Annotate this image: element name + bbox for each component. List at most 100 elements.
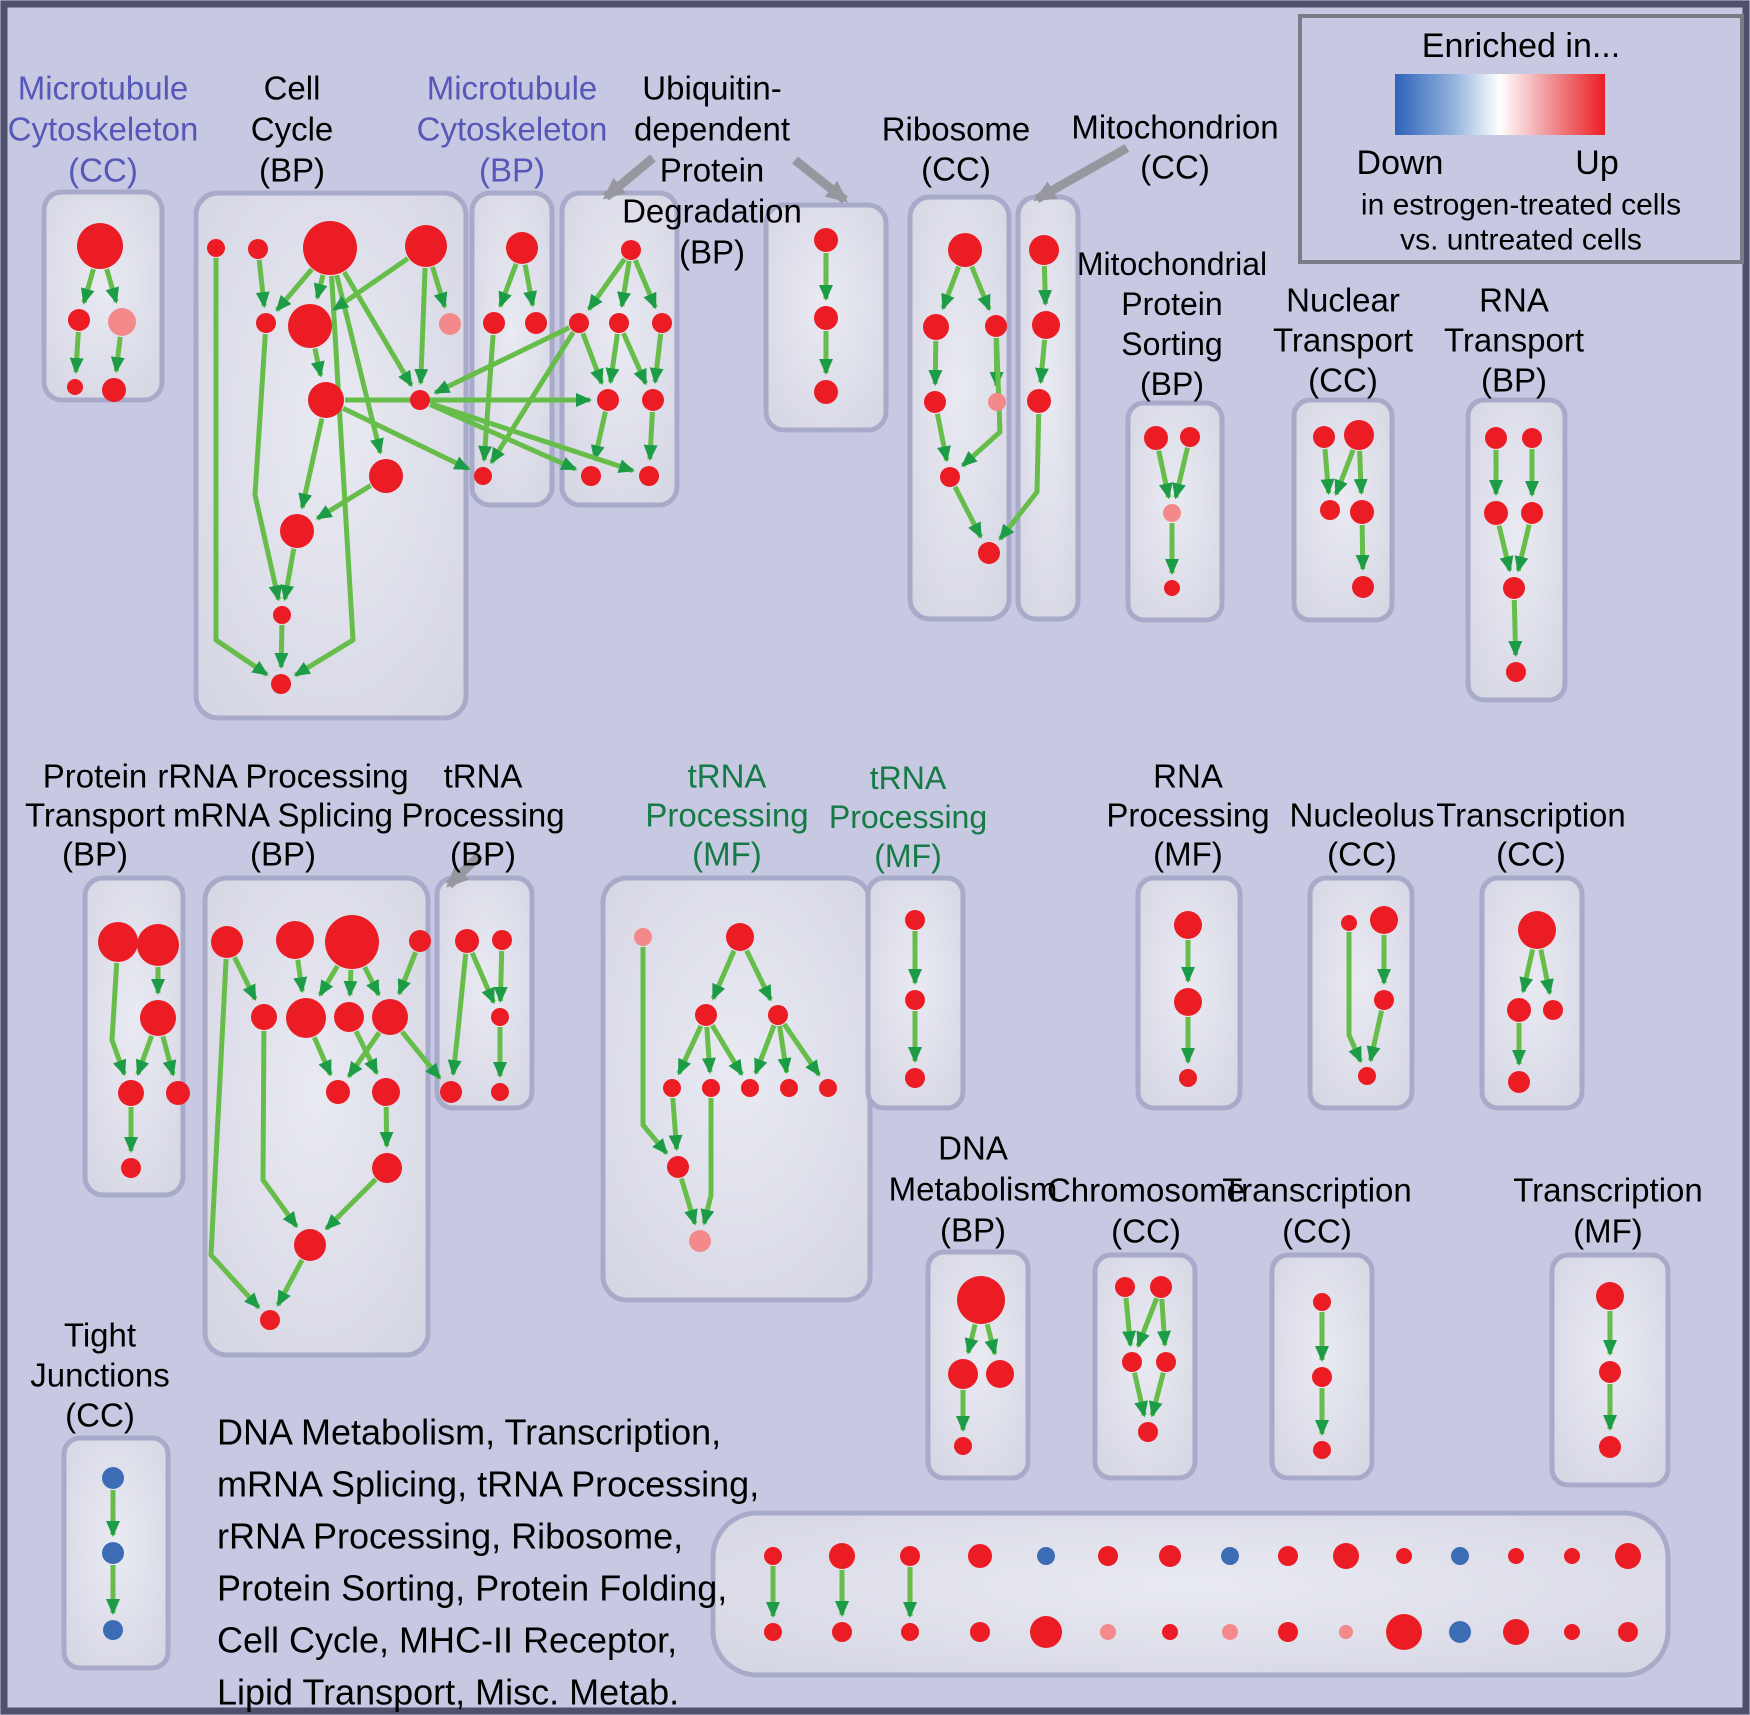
enrichment-edge: [1353, 450, 1368, 495]
enrichment-edge: [135, 1035, 154, 1077]
footnote-text: DNA Metabolism, Transcription, mRNA Splic…: [217, 1412, 759, 1713]
enrichment-edge: [1172, 447, 1190, 500]
go-node-tc1: [1518, 911, 1556, 949]
go-node-bb1: [832, 1622, 852, 1642]
svg-text:(BP): (BP): [940, 1212, 1006, 1249]
label-pointer-arrow: [1033, 144, 1130, 203]
enrichment-edge: [710, 949, 737, 1001]
cluster-label-18: Chromosome (CC): [1047, 1172, 1245, 1250]
enrichment-edge: [317, 964, 340, 997]
go-node-g1: [634, 928, 652, 946]
svg-text:Mitochondrial: Mitochondrial: [1077, 246, 1267, 282]
go-node-bb9: [1339, 1625, 1353, 1639]
go-node-mp1: [1144, 426, 1168, 450]
go-node-r4: [409, 930, 431, 952]
svg-text:rRNA Processing: rRNA Processing: [157, 758, 408, 795]
go-node-nt2: [1344, 420, 1374, 450]
cluster-box-misc-metabolism-panel: [710, 1510, 1671, 1678]
svg-text:Transcription: Transcription: [1436, 797, 1626, 834]
svg-text:(CC): (CC): [921, 151, 991, 188]
cluster-label-20: Transcription (MF): [1513, 1172, 1703, 1250]
go-node-g2: [726, 923, 754, 951]
go-node-p6: [121, 1158, 141, 1178]
svg-text:Mitochondrion: Mitochondrion: [1071, 109, 1278, 146]
svg-text:Degradation: Degradation: [622, 193, 802, 230]
cluster-label-4: Ribosome(CC): [882, 111, 1031, 188]
go-node-bb6: [1162, 1624, 1178, 1640]
enrichment-edge: [1514, 524, 1532, 573]
svg-text:DNA: DNA: [938, 1130, 1008, 1167]
enrichment-edge: [668, 1097, 683, 1152]
go-node-t5: [491, 1083, 509, 1101]
go-node-bb7: [1222, 1624, 1238, 1640]
go-node-bt14: [1615, 1543, 1641, 1569]
enrichment-edge: [110, 336, 125, 374]
enrichment-edge: [280, 548, 297, 602]
enrichment-edge: [312, 1036, 333, 1077]
go-node-rt5: [1503, 577, 1525, 599]
enrichment-edge: [1156, 450, 1173, 500]
enrichment-edge: [208, 958, 261, 1310]
go-node-bt1: [829, 1543, 855, 1569]
enrichment-edge: [346, 1031, 382, 1079]
go-node-n2: [1370, 906, 1398, 934]
go-node-bb13: [1564, 1624, 1580, 1640]
go-node-n3: [1374, 990, 1394, 1010]
go-node-c1: [207, 239, 225, 257]
go-node-m3: [525, 312, 547, 334]
legend-subtitle-1: in estrogen-treated cells: [1361, 189, 1681, 222]
go-node-c3: [303, 221, 357, 275]
svg-text:Junctions: Junctions: [30, 1357, 169, 1394]
cluster-box-rrna-processing-mrna-splicing-bp: [202, 875, 431, 1358]
go-node-a4: [67, 379, 83, 395]
go-node-t2: [492, 930, 512, 950]
svg-text:Nuclear: Nuclear: [1286, 282, 1400, 319]
go-node-j3: [103, 1620, 123, 1640]
svg-text:Processing: Processing: [645, 797, 808, 834]
go-node-c7: [439, 313, 461, 335]
go-node-r12: [294, 1229, 326, 1261]
go-node-z1: [1596, 1282, 1624, 1310]
go-node-bt13: [1564, 1548, 1580, 1564]
go-node-c10: [369, 459, 403, 493]
svg-text:Sorting: Sorting: [1121, 326, 1222, 362]
enrichment-edge: [400, 1030, 442, 1080]
label-pointer-arrow: [792, 156, 849, 204]
svg-text:Protein: Protein: [660, 152, 765, 189]
svg-text:Transport: Transport: [1273, 322, 1413, 359]
enrichment-edge: [232, 956, 258, 1001]
svg-text:(MF): (MF): [874, 838, 942, 874]
go-node-mt3: [1027, 389, 1051, 413]
go-node-j2: [102, 1542, 124, 1564]
go-node-rb3: [985, 315, 1007, 337]
enrichment-edge: [1496, 525, 1514, 573]
svg-text:Transport: Transport: [1444, 322, 1584, 359]
go-node-a1: [77, 223, 123, 269]
go-node-rb4: [924, 391, 946, 413]
svg-text:Ribosome: Ribosome: [882, 111, 1031, 148]
enrichment-edge: [69, 331, 84, 374]
enrichment-edge: [255, 259, 270, 309]
go-node-g10: [667, 1156, 689, 1178]
go-node-t4: [440, 1081, 462, 1103]
enrichment-edge: [1508, 599, 1523, 657]
svg-text:Processing: Processing: [1106, 797, 1269, 834]
go-node-nt4: [1350, 500, 1374, 524]
go-node-c12: [273, 606, 291, 624]
go-node-d2: [948, 1359, 978, 1389]
go-node-z2: [1599, 1361, 1621, 1383]
cluster-label-16: Transcription(CC): [1436, 797, 1626, 873]
go-node-rt4: [1521, 502, 1543, 524]
go-node-c6: [288, 304, 332, 348]
enrichment-edge: [1148, 1372, 1166, 1418]
go-node-bb11: [1449, 1621, 1471, 1643]
enrichment-edge: [80, 268, 96, 305]
enrichment-edge: [1122, 1297, 1137, 1348]
svg-text:Ubiquitin-: Ubiquitin-: [642, 70, 781, 107]
go-node-g8: [780, 1079, 798, 1097]
